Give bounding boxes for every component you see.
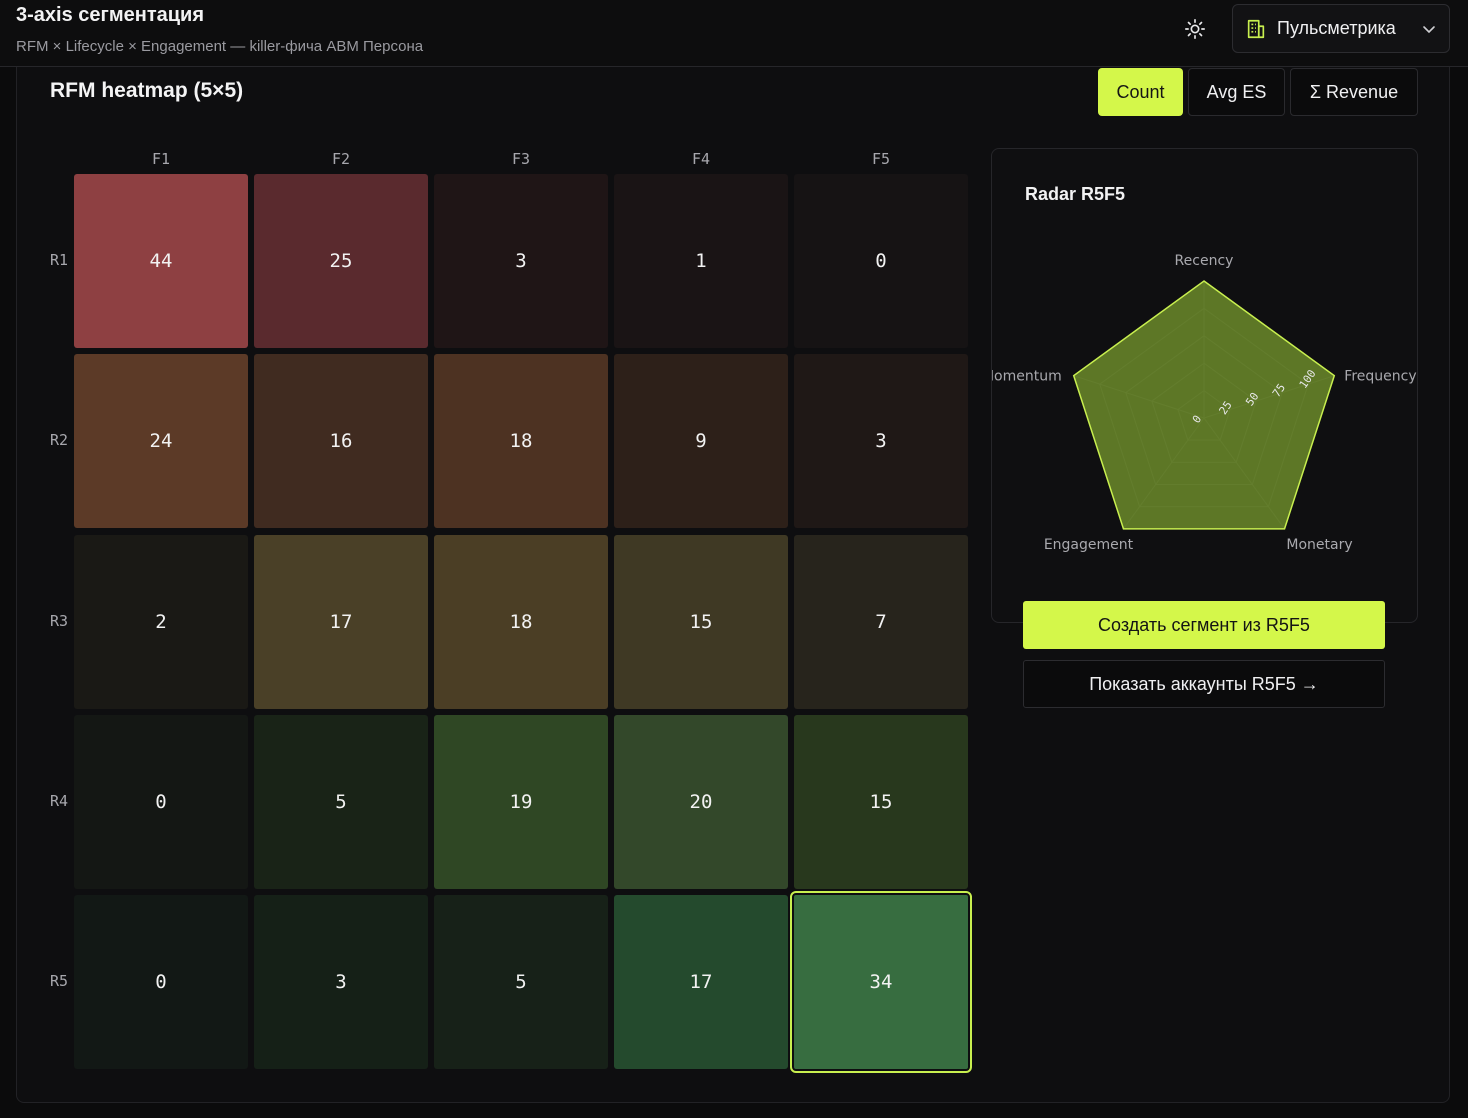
chevron-down-icon	[1423, 25, 1435, 33]
row-header-r1: R1	[50, 251, 69, 269]
heatmap-cell-r1f5[interactable]: 0	[794, 174, 968, 348]
radar-tick-label: 50	[1243, 390, 1261, 408]
radar-title: Radar R5F5	[1025, 184, 1126, 204]
radar-axis-label: Monetary	[1286, 537, 1352, 553]
heatmap-cell-r1f1[interactable]: 44	[74, 174, 248, 348]
heatmap-cell-r2f3[interactable]: 18	[434, 354, 608, 528]
radar-chart: 025 50 75 100RecencyFrequencyMonetaryEngage…	[992, 253, 1417, 553]
radar-axis-label: Engagement	[1044, 537, 1134, 553]
heatmap-cell-r1f3[interactable]: 3	[434, 174, 608, 348]
column-header-f5: F5	[871, 150, 891, 168]
heatmap-cell-r5f1[interactable]: 0	[74, 895, 248, 1069]
row-header-r3: R3	[50, 612, 69, 630]
row-header-r4: R4	[50, 792, 69, 810]
heatmap-cell-r5f2[interactable]: 3	[254, 895, 428, 1069]
show-accounts-button[interactable]: Показать аккаунты R5F5 →	[1023, 660, 1385, 708]
heatmap-cell-r3f5[interactable]: 7	[794, 535, 968, 709]
heatmap-cell-r2f1[interactable]: 24	[74, 354, 248, 528]
radar-series-area	[1072, 280, 1336, 530]
heatmap-cell-r4f5[interactable]: 15	[794, 715, 968, 889]
radar-axis-label: Frequency	[1344, 369, 1416, 385]
heatmap-cell-r1f2[interactable]: 25	[254, 174, 428, 348]
heatmap-cell-r2f4[interactable]: 9	[614, 354, 788, 528]
column-header-f1: F1	[151, 150, 171, 168]
page-title: 3-axis сегментация	[16, 4, 205, 26]
metric-tab-revenue[interactable]: Σ Revenue	[1290, 68, 1418, 116]
heatmap-cell-r3f3[interactable]: 18	[434, 535, 608, 709]
row-header-r2: R2	[50, 431, 69, 449]
heatmap-cell-r4f2[interactable]: 5	[254, 715, 428, 889]
column-header-f4: F4	[691, 150, 711, 168]
radar-tick-label: 75	[1270, 381, 1288, 399]
page-subtitle: RFM × Lifecycle × Engagement — killer-фи…	[16, 38, 424, 55]
create-segment-button[interactable]: Создать сегмент из R5F5	[1023, 601, 1385, 649]
heatmap-cell-r3f4[interactable]: 15	[614, 535, 788, 709]
building-icon	[1247, 19, 1265, 38]
panel-title: RFM heatmap (5×5)	[50, 79, 244, 102]
heatmap-cell-r2f2[interactable]: 16	[254, 354, 428, 528]
rfm-panel: RFM heatmap (5×5) Count Avg ES Σ Revenue…	[16, 67, 1450, 1103]
heatmap-cell-r1f4[interactable]: 1	[614, 174, 788, 348]
heatmap-cell-r4f4[interactable]: 20	[614, 715, 788, 889]
workspace-name: Пульсметрика	[1277, 18, 1396, 38]
heatmap-cell-r4f1[interactable]: 0	[74, 715, 248, 889]
workspace-select[interactable]: Пульсметрика	[1232, 4, 1450, 53]
row-header-r5: R5	[50, 972, 69, 990]
radar-axis-label: Momentum	[992, 369, 1062, 385]
metric-tab-count[interactable]: Count	[1098, 68, 1183, 116]
sun-icon	[1185, 19, 1205, 39]
column-header-f2: F2	[331, 150, 351, 168]
radar-card: Radar R5F5 0 25 50 75 100 Recency Frequency Mon…	[991, 148, 1418, 623]
heatmap-cell-r4f3[interactable]: 19	[434, 715, 608, 889]
heatmap-cell-r5f3[interactable]: 5	[434, 895, 608, 1069]
radar-axis-label: Recency	[1175, 253, 1234, 269]
radar-tick-label: 25	[1217, 399, 1235, 417]
column-header-f3: F3	[511, 150, 531, 168]
metric-tab-avg-es[interactable]: Avg ES	[1188, 68, 1285, 116]
theme-toggle-button[interactable]	[1180, 14, 1210, 44]
heatmap-cell-r3f2[interactable]: 17	[254, 535, 428, 709]
heatmap-cell-r5f4[interactable]: 17	[614, 895, 788, 1069]
heatmap-cell-r2f5[interactable]: 3	[794, 354, 968, 528]
heatmap-cell-r5f5[interactable]: 34	[790, 891, 972, 1073]
top-bar: 3-axis сегментация RFM × Lifecycle × Eng…	[0, 0, 1468, 67]
heatmap-cell-r3f1[interactable]: 2	[74, 535, 248, 709]
